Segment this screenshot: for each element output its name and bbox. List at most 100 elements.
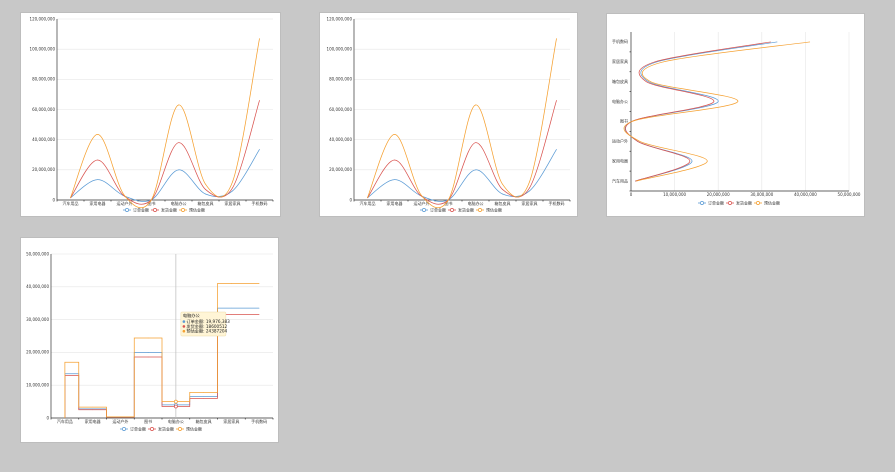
data-point	[502, 193, 503, 195]
y-tick-label: 0	[52, 197, 55, 202]
data-point	[475, 142, 476, 143]
x-tick-label: 箱包皮具	[196, 418, 212, 424]
x-tick-label: 运动户外	[112, 418, 128, 424]
data-point	[809, 41, 811, 43]
y-tick-label: 手机数码	[612, 38, 628, 44]
data-point	[556, 38, 557, 39]
data-point	[232, 187, 233, 189]
series-line-3	[70, 38, 260, 209]
legend-marker-2	[450, 208, 454, 212]
legend-label-1: 订单金额	[430, 206, 446, 212]
tooltip-line-1: 订单金额: 19,976,383	[186, 318, 230, 325]
series-line-1	[70, 149, 260, 202]
x-tick-label: 家居家具	[522, 200, 538, 206]
y-tick-label: 家居家具	[612, 58, 628, 64]
data-point	[64, 361, 66, 363]
data-point	[203, 392, 204, 393]
data-point	[124, 195, 125, 196]
data-point	[367, 197, 368, 198]
x-tick-label: 图书	[144, 418, 152, 424]
y-tick-label: 0	[349, 197, 352, 202]
legend-marker-3	[181, 208, 185, 212]
data-point	[648, 81, 649, 82]
series-line-2	[70, 100, 260, 205]
chart-panel-1: 0 20,000,000 40,000,000 60,000,000 80,000,00…	[21, 13, 280, 216]
data-point	[394, 179, 395, 180]
data-point	[97, 159, 98, 161]
series-line-1	[624, 41, 778, 182]
legend-marker-1	[122, 427, 126, 431]
data-point	[147, 352, 149, 353]
legend-label-2: 发货金额	[158, 425, 174, 431]
legend-marker-1	[700, 201, 704, 205]
data-point	[92, 408, 93, 410]
data-point	[717, 101, 719, 102]
data-point	[639, 141, 641, 142]
y-tick-label: 100,000,000	[30, 46, 56, 51]
data-point	[691, 160, 693, 162]
tooltip-line-2: 发货金额: 18600512	[186, 323, 227, 330]
x-tick-label: 20,000,000	[707, 192, 730, 197]
data-point	[97, 179, 98, 180]
tooltip-title: 电脑办公	[183, 312, 201, 319]
chart-panel-3: 0 10,000,000 20,000,000 30,000,000 40,000,00…	[607, 14, 864, 216]
data-point	[475, 169, 476, 171]
x-tick-label: 汽车用品	[360, 200, 376, 206]
y-tick-label: 电脑办公	[612, 98, 628, 104]
data-point	[147, 356, 149, 358]
chart-4-svg: 0 10,000,000 20,000,000 30,000,000 40,000,00…	[26, 251, 274, 431]
y-tick-label: 图书	[620, 118, 628, 124]
data-point	[92, 409, 93, 411]
y-tick-label: 50,000,000	[26, 251, 49, 256]
data-point	[203, 398, 204, 399]
y-tick-label: 40,000,000	[32, 137, 55, 142]
y-tick-label: 80,000,000	[32, 77, 55, 82]
x-tick-label: 图书	[445, 200, 453, 206]
legend-label-3: 预估金额	[189, 206, 205, 212]
data-point	[120, 416, 121, 418]
data-point	[205, 189, 206, 190]
x-tick-label: 电脑办公	[468, 200, 484, 206]
x-tick-label: 家居家具	[225, 200, 241, 206]
data-point	[475, 104, 476, 106]
data-point	[737, 101, 739, 102]
data-point	[421, 195, 422, 196]
legend-label-2: 发货金额	[161, 206, 177, 212]
y-tick-label: 箱包皮具	[612, 78, 628, 84]
data-point	[637, 141, 638, 142]
y-tick-label: 运动户外	[612, 138, 628, 144]
x-tick-label: 运动户外	[414, 200, 430, 206]
legend-label-3: 预估金额	[764, 199, 780, 205]
data-point	[394, 159, 395, 161]
tooltip-box	[180, 311, 227, 337]
data-point	[258, 307, 260, 309]
x-tick-label: 手机数码	[549, 200, 565, 206]
data-point	[205, 183, 206, 185]
legend-label-1: 订单金额	[130, 425, 146, 431]
legend-marker-3	[478, 208, 482, 212]
series-line-3	[64, 283, 260, 418]
data-point	[151, 199, 152, 200]
data-point	[556, 149, 557, 150]
legend-label-1: 订单金额	[708, 199, 724, 205]
series-line-2	[625, 41, 771, 182]
x-tick-label: 图书	[148, 200, 156, 206]
data-point	[556, 100, 557, 101]
y-tick-label: 10,000,000	[26, 383, 49, 388]
data-point	[70, 197, 71, 198]
legend-label-3: 预估金额	[186, 425, 202, 431]
x-tick-label: 箱包皮具	[198, 200, 214, 206]
legend-marker-1	[125, 208, 129, 212]
y-tick-label: 80,000,000	[329, 77, 352, 82]
data-point	[259, 100, 260, 101]
data-point	[92, 406, 93, 408]
data-point	[203, 396, 204, 397]
tooltip-dot-2	[182, 325, 186, 328]
data-point	[635, 180, 637, 182]
tooltip-dot-1	[182, 320, 186, 323]
data-point	[231, 307, 232, 309]
x-tick-label: 运动户外	[117, 200, 133, 206]
legend-marker-1	[422, 208, 426, 212]
data-point	[259, 38, 260, 39]
y-tick-label: 120,000,000	[30, 16, 56, 21]
